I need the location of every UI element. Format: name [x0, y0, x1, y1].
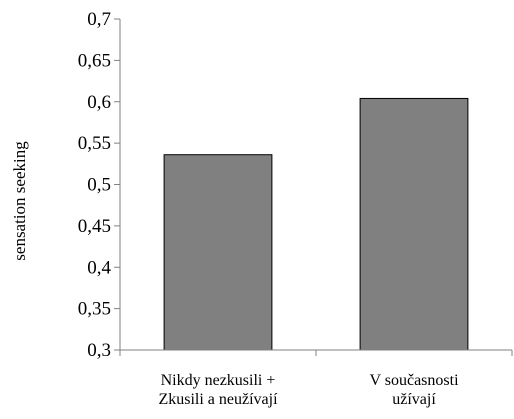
x-axis-labels: Nikdy nezkusili + Zkusili a neužívají V so…	[158, 372, 459, 408]
y-tick-label: 0,45	[78, 216, 111, 237]
y-axis-ticks: 0,3 0,35 0,4 0,45 0,5 0,55 0,6 0,65 0,7	[78, 9, 120, 361]
x-category-label: Nikdy nezkusili + Zkusili a neužívají	[158, 372, 278, 408]
y-tick-label: 0,3	[87, 340, 111, 361]
x-category-label: V současnosti užívají	[369, 372, 459, 408]
bars-group	[163, 97, 469, 351]
y-tick-label: 0,35	[78, 299, 111, 320]
y-tick-label: 0,7	[87, 9, 111, 30]
bar-1	[163, 154, 273, 351]
bar-2	[359, 97, 469, 351]
y-tick-label: 0,6	[87, 92, 111, 113]
y-tick-label: 0,65	[78, 50, 111, 71]
y-tick-label: 0,5	[87, 175, 111, 196]
y-tick-label: 0,4	[87, 257, 111, 278]
y-tick-label: 0,55	[78, 133, 111, 154]
y-axis-title: sensation seeking	[10, 141, 29, 261]
axes-group	[119, 19, 513, 356]
